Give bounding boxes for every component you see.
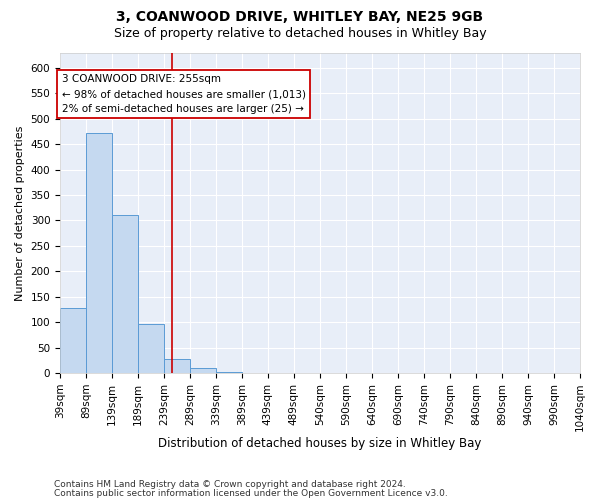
Y-axis label: Number of detached properties: Number of detached properties xyxy=(15,125,25,300)
Bar xyxy=(554,372,580,373)
Bar xyxy=(60,308,86,373)
Text: 3 COANWOOD DRIVE: 255sqm
← 98% of detached houses are smaller (1,013)
2% of semi: 3 COANWOOD DRIVE: 255sqm ← 98% of detach… xyxy=(62,74,305,114)
Text: Contains HM Land Registry data © Crown copyright and database right 2024.: Contains HM Land Registry data © Crown c… xyxy=(54,480,406,489)
Text: Contains public sector information licensed under the Open Government Licence v3: Contains public sector information licen… xyxy=(54,490,448,498)
Bar xyxy=(164,359,190,373)
Text: 3, COANWOOD DRIVE, WHITLEY BAY, NE25 9GB: 3, COANWOOD DRIVE, WHITLEY BAY, NE25 9GB xyxy=(116,10,484,24)
Bar xyxy=(216,372,242,373)
X-axis label: Distribution of detached houses by size in Whitley Bay: Distribution of detached houses by size … xyxy=(158,437,482,450)
Bar xyxy=(138,324,164,373)
Bar xyxy=(86,133,112,373)
Bar xyxy=(190,368,216,373)
Text: Size of property relative to detached houses in Whitley Bay: Size of property relative to detached ho… xyxy=(113,28,487,40)
Bar xyxy=(112,216,138,373)
Bar xyxy=(346,372,372,373)
